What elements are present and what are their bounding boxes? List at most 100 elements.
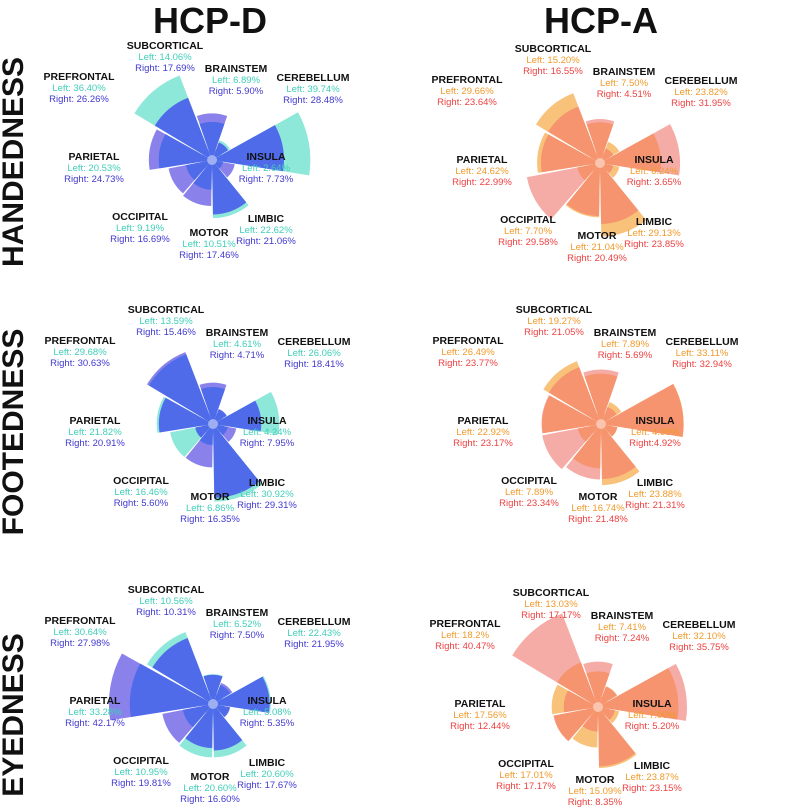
right-value-brainstem: Right: 5.69% (598, 350, 653, 361)
left-value-insula: Left: 2.64% (242, 163, 291, 174)
chart-hub (202, 413, 224, 435)
region-label-cerebellum: CEREBELLUM (666, 336, 739, 348)
left-value-insula: Left: 7.00% (628, 710, 677, 721)
left-value-motor: Left: 16.74% (571, 503, 625, 514)
right-value-prefrontal: Right: 30.63% (50, 358, 110, 369)
left-value-cerebellum: Left: 33.11% (676, 348, 729, 359)
bar-occipital-left (553, 707, 595, 741)
right-value-cerebellum: Right: 21.95% (284, 639, 344, 650)
left-value-prefrontal: Left: 30.64% (53, 627, 107, 638)
right-value-occipital: Right: 23.34% (499, 498, 559, 509)
region-label-motor: MOTOR (576, 774, 615, 786)
region-label-occipital: OCCIPITAL (113, 475, 169, 487)
left-value-occipital: Left: 10.95% (114, 767, 168, 778)
region-label-subcortical: SUBCORTICAL (515, 43, 592, 55)
right-value-cerebellum: Right: 35.75% (669, 642, 729, 653)
bar-subcortical-left (199, 121, 225, 156)
right-value-insula: Right: 7.95% (240, 438, 295, 449)
region-label-prefrontal: PREFRONTAL (45, 335, 117, 347)
left-value-prefrontal: Left: 18.2% (441, 630, 490, 641)
right-value-limbic: Right: 29.31% (237, 500, 297, 511)
bar-occipital-left (182, 704, 210, 728)
chart-hub (587, 696, 609, 718)
bar-parietal-left (542, 395, 597, 434)
bar-motor-right (566, 166, 600, 217)
right-value-parietal: Right: 22.99% (452, 177, 512, 188)
right-value-occipital: Right: 17.17% (496, 781, 556, 792)
bar-cerebellum-right (217, 400, 262, 432)
bar-limbic-right (213, 707, 243, 751)
right-value-parietal: Right: 23.17% (453, 438, 513, 449)
region-label-parietal: PARIETAL (458, 415, 510, 427)
right-value-motor: Right: 16.35% (180, 514, 240, 525)
right-value-motor: Right: 8.35% (568, 797, 623, 808)
region-label-parietal: PARIETAL (457, 154, 509, 166)
right-value-limbic: Right: 23.15% (622, 783, 682, 794)
region-label-insula: INSULA (247, 695, 287, 707)
region-label-brainstem: BRAINSTEM (206, 327, 269, 339)
region-label-limbic: LIMBIC (636, 216, 673, 228)
bar-subcortical-left (200, 387, 226, 420)
left-value-brainstem: Left: 7.50% (600, 78, 649, 89)
region-label-cerebellum: CEREBELLUM (278, 616, 351, 628)
region-label-cerebellum: CEREBELLUM (665, 75, 738, 87)
bar-limbic-right (601, 427, 636, 480)
region-label-parietal: PARIETAL (455, 698, 507, 710)
right-value-brainstem: Right: 4.51% (597, 89, 652, 100)
bar-parietal-right (563, 690, 594, 713)
left-value-parietal: Left: 20.53% (67, 163, 121, 174)
right-value-subcortical: Right: 10.31% (136, 607, 196, 618)
region-label-brainstem: BRAINSTEM (205, 63, 268, 75)
chart-hub (202, 693, 224, 715)
right-value-prefrontal: Right: 27.98% (50, 638, 110, 649)
bar-subcortical-left (586, 122, 614, 159)
bar-prefrontal-right (548, 367, 600, 422)
right-value-motor: Right: 16.60% (180, 794, 240, 805)
right-value-limbic: Right: 21.31% (625, 500, 685, 511)
right-value-brainstem: Right: 7.24% (595, 633, 650, 644)
right-value-parietal: Right: 12.44% (450, 721, 510, 732)
left-value-cerebellum: Left: 22.43% (287, 628, 341, 639)
region-label-brainstem: BRAINSTEM (591, 610, 654, 622)
region-label-insula: INSULA (247, 415, 287, 427)
right-value-insula: Right: 7.73% (239, 174, 294, 185)
left-value-insula: Left: 4.99% (631, 427, 680, 438)
right-value-prefrontal: Right: 26.26% (49, 94, 109, 105)
region-label-limbic: LIMBIC (637, 477, 674, 489)
right-value-subcortical: Right: 17.69% (135, 63, 195, 74)
right-value-subcortical: Right: 15.46% (136, 327, 196, 338)
left-value-limbic: Left: 23.88% (628, 489, 682, 500)
left-value-parietal: Left: 22.92% (456, 427, 510, 438)
region-label-brainstem: BRAINSTEM (206, 607, 269, 619)
right-value-parietal: Right: 42.17% (65, 718, 125, 729)
bar-cerebellum-left (604, 133, 661, 173)
region-label-subcortical: SUBCORTICAL (128, 584, 205, 596)
left-value-prefrontal: Left: 29.68% (53, 347, 107, 358)
region-label-motor: MOTOR (190, 227, 229, 239)
region-label-occipital: OCCIPITAL (501, 475, 557, 487)
bar-prefrontal-left (148, 354, 212, 422)
bar-cerebellum-right (605, 384, 684, 437)
left-value-limbic: Left: 20.60% (240, 769, 294, 780)
left-value-limbic: Left: 22.62% (239, 225, 293, 236)
left-value-brainstem: Left: 6.52% (213, 619, 262, 630)
right-value-subcortical: Right: 17.17% (521, 610, 581, 621)
region-label-subcortical: SUBCORTICAL (127, 40, 204, 52)
bar-subcortical-left (584, 373, 618, 420)
region-label-parietal: PARIETAL (70, 415, 122, 427)
right-value-occipital: Right: 5.60% (114, 498, 169, 509)
right-value-cerebellum: Right: 31.95% (671, 98, 731, 109)
left-value-prefrontal: Left: 36.40% (52, 83, 106, 94)
region-label-limbic: LIMBIC (634, 760, 671, 772)
region-label-occipital: OCCIPITAL (112, 211, 168, 223)
chart-hub (589, 152, 611, 174)
left-value-brainstem: Left: 7.41% (598, 622, 647, 633)
region-label-prefrontal: PREFRONTAL (432, 74, 504, 86)
left-value-motor: Left: 10.51% (182, 239, 236, 250)
bar-subcortical-left (586, 671, 610, 703)
region-label-motor: MOTOR (191, 771, 230, 783)
